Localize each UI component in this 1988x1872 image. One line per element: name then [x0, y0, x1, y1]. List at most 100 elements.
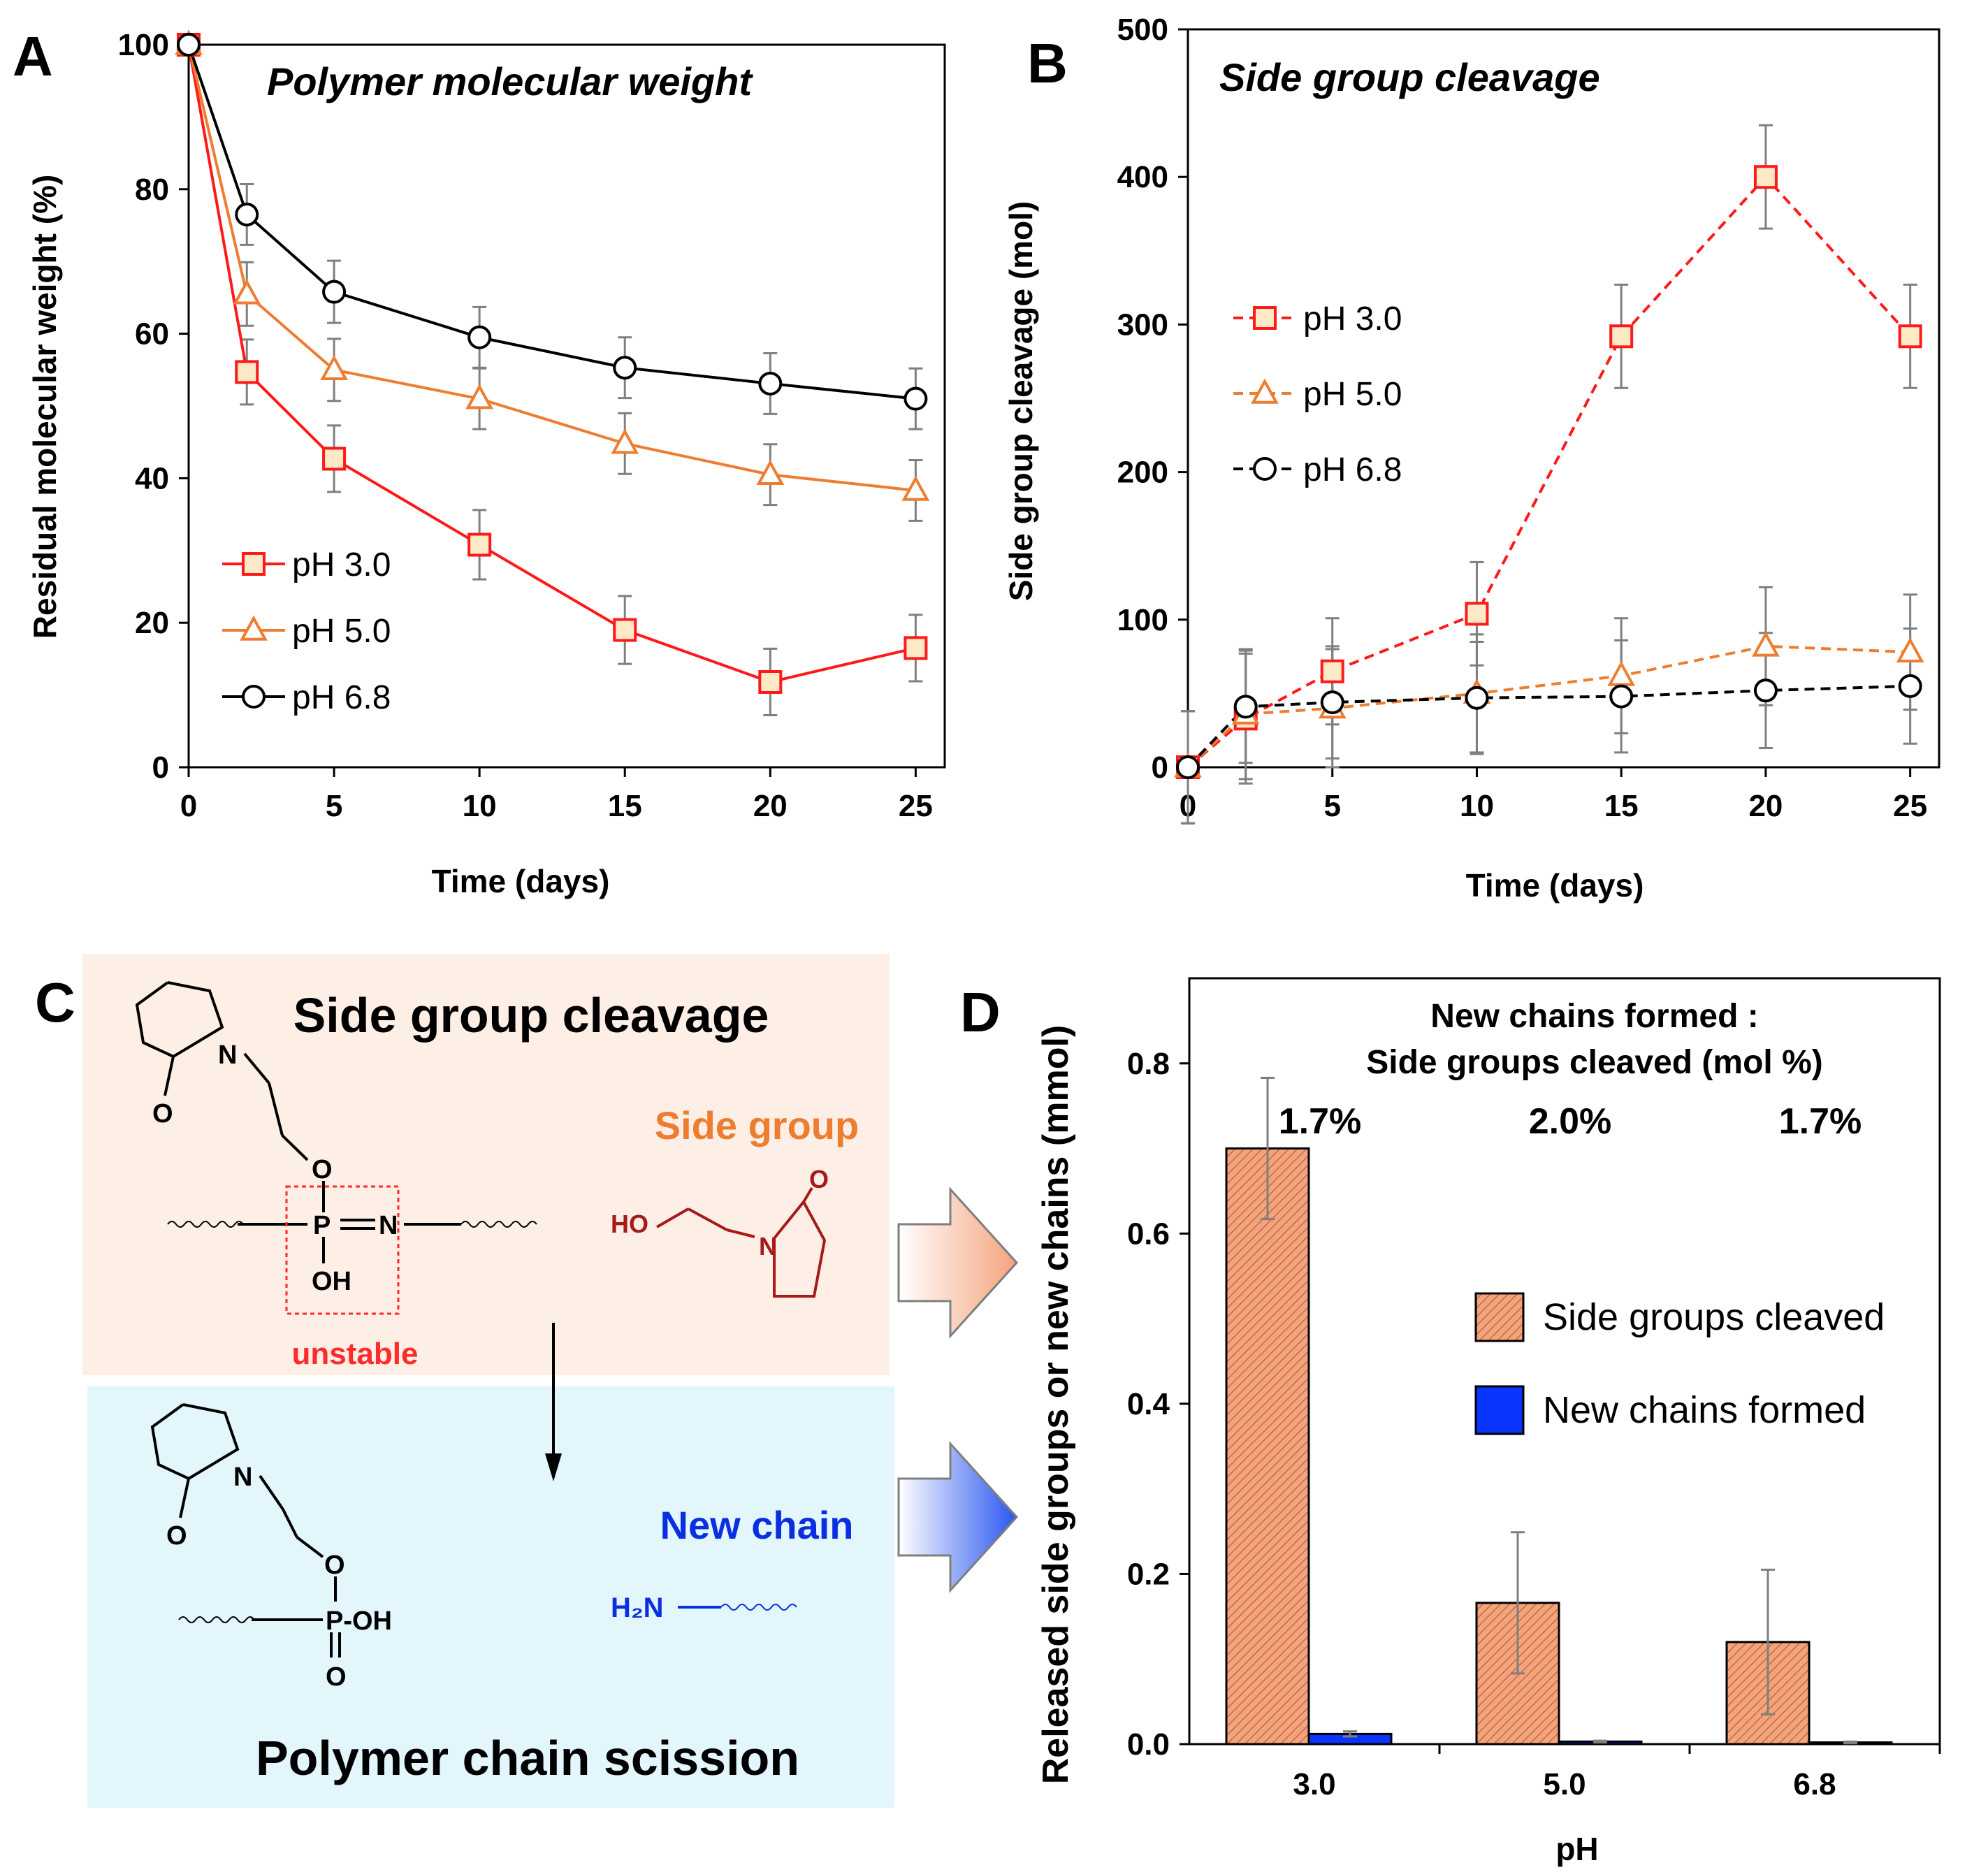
panel-a-legend-label: pH 6.8	[292, 679, 391, 716]
side-group-carbonyl	[802, 1187, 813, 1203]
panel-d-ytick-label: 0.0	[1127, 1727, 1170, 1762]
panel-a-ytick-label: 40	[135, 461, 169, 495]
panel-d-xtick-label: 3.0	[1293, 1767, 1335, 1801]
panel-a-xtick-label: 25	[899, 789, 933, 823]
panel-b-xtick-label: 15	[1604, 789, 1639, 823]
panel-b-xtick-label: 20	[1748, 789, 1783, 823]
bottom-atom-n: N	[233, 1463, 252, 1492]
side-group-ring	[773, 1199, 827, 1298]
panel-d-title-line1: New chains formed :	[1430, 998, 1758, 1035]
panel-a-data-point	[320, 354, 348, 381]
bottom-wavy-left	[178, 1616, 255, 1623]
arrow-to-new-chains	[897, 1441, 1019, 1593]
panel-a-data-point	[904, 386, 928, 411]
panel-a-ytick-label: 80	[135, 173, 169, 207]
panel-a-ytick-label: 0	[152, 750, 169, 785]
panel-a-data-point	[901, 475, 930, 501]
bottom-atom-o-double: O	[326, 1662, 347, 1692]
panel-a-legend-marker	[242, 552, 266, 576]
panel-b-data-point	[1898, 324, 1922, 349]
panel-b-legend-marker	[1253, 457, 1277, 481]
panel-b-series-line	[1187, 684, 1910, 769]
panel-a-ytick-label: 20	[135, 606, 169, 640]
panel-a-xlabel: Time (days)	[432, 863, 610, 899]
panel-b-data-point	[1465, 685, 1489, 710]
top-atom-n-backbone: N	[379, 1211, 398, 1240]
panel-a-xtick-label: 10	[463, 789, 497, 823]
panel-b-data-point	[1320, 659, 1344, 683]
panel-b-data-point	[1752, 631, 1780, 657]
panel-b-ytick-label: 100	[1117, 603, 1168, 637]
panel-b-legend-label: pH 6.8	[1303, 451, 1402, 488]
panel-a-data-point	[235, 360, 259, 384]
panel-b-ylabel: Side group cleavage (mol)	[1003, 201, 1039, 602]
panel-a-ytick-label: 100	[118, 28, 169, 62]
panel-a-chart: 0 5 10 15 20 25 0 20 40 60 80 100 pH 3.0 pH 5.0 pH 6.8	[118, 28, 946, 823]
panel-d-legend-label: New chains formed	[1543, 1389, 1866, 1431]
panel-b-legend-label: pH 3.0	[1303, 300, 1402, 338]
top-wavy-right	[460, 1221, 537, 1228]
panel-b-data-point	[1465, 602, 1489, 626]
panel-a-ylabel: Residual molecular weight (%)	[27, 175, 63, 639]
panel-b-title: Side group cleavage	[1219, 55, 1600, 99]
new-chain-label: New chain	[660, 1503, 854, 1547]
panel-d-xtick-label: 5.0	[1543, 1767, 1586, 1801]
panel-a-letter: A	[13, 25, 53, 87]
panel-d-legend-label: Side groups cleaved	[1543, 1296, 1885, 1338]
panel-d-ratio-label: 1.7%	[1279, 1101, 1362, 1142]
panel-d-ytick-label: 0.4	[1127, 1387, 1170, 1421]
panel-b-data-point	[1896, 637, 1924, 663]
panel-c-top-box	[82, 954, 890, 1375]
new-chain-h2n: H₂N	[611, 1592, 664, 1623]
panel-b-data-point	[1609, 684, 1634, 709]
panel-a-data-point	[613, 356, 637, 380]
panel-a-data-point	[235, 202, 259, 226]
panel-b-xlabel: Time (days)	[1466, 867, 1644, 904]
bottom-atom-o-ester: O	[324, 1551, 345, 1580]
panel-a-ytick-label: 60	[135, 317, 169, 351]
panel-b-plot-frame	[1187, 28, 1940, 769]
side-group-n: N	[759, 1232, 777, 1261]
side-group-o: O	[809, 1165, 829, 1193]
reaction-arrow	[545, 1323, 562, 1481]
panel-a-plot-frame	[187, 43, 946, 769]
panel-a-xtick-label: 15	[608, 789, 642, 823]
unstable-box	[285, 1185, 400, 1315]
side-group-structure	[655, 1187, 827, 1298]
panel-d-ytick-label: 0.8	[1127, 1047, 1170, 1081]
panel-b-legend-label: pH 5.0	[1303, 376, 1402, 413]
bottom-chain-2	[282, 1509, 298, 1538]
panel-a-data-point	[177, 33, 201, 57]
panel-b-xtick-label: 5	[1323, 789, 1340, 823]
panel-b-ytick-label: 300	[1117, 307, 1168, 342]
panel-c-bottom-box	[87, 1386, 894, 1808]
panel-a-data-point	[758, 669, 783, 694]
panel-a-xtick-label: 20	[753, 789, 788, 823]
panel-a-series-line	[187, 44, 916, 684]
panel-b-data-point	[1176, 755, 1200, 779]
bottom-carbonyl	[179, 1478, 190, 1518]
bottom-atom-p-oh: P-OH	[326, 1606, 392, 1636]
panel-b-legend-marker	[1253, 306, 1277, 330]
panel-a-legend-label: pH 5.0	[292, 613, 391, 650]
panel-d-legend-swatch	[1474, 1292, 1525, 1342]
top-carbonyl	[164, 1056, 175, 1096]
panel-b-data-point	[1233, 695, 1258, 719]
panel-a-data-point	[467, 532, 492, 557]
side-group-chain-1	[655, 1207, 690, 1228]
panel-b-ytick-label: 200	[1117, 456, 1168, 490]
top-atom-o-ester: O	[312, 1155, 333, 1184]
panel-a-data-point	[756, 459, 785, 485]
top-chain-2	[268, 1082, 284, 1136]
new-chain-wavy	[720, 1604, 797, 1611]
panel-b-data-point	[1753, 165, 1778, 189]
panel-d-ytick-label: 0.2	[1127, 1557, 1170, 1591]
bottom-structure	[150, 1403, 341, 1657]
unstable-label: unstable	[292, 1337, 419, 1371]
panel-b-series-line	[1187, 175, 1912, 769]
panel-b-xtick-label: 10	[1460, 789, 1494, 823]
panel-a-data-point	[613, 618, 637, 642]
side-group-chain-2	[688, 1207, 727, 1231]
